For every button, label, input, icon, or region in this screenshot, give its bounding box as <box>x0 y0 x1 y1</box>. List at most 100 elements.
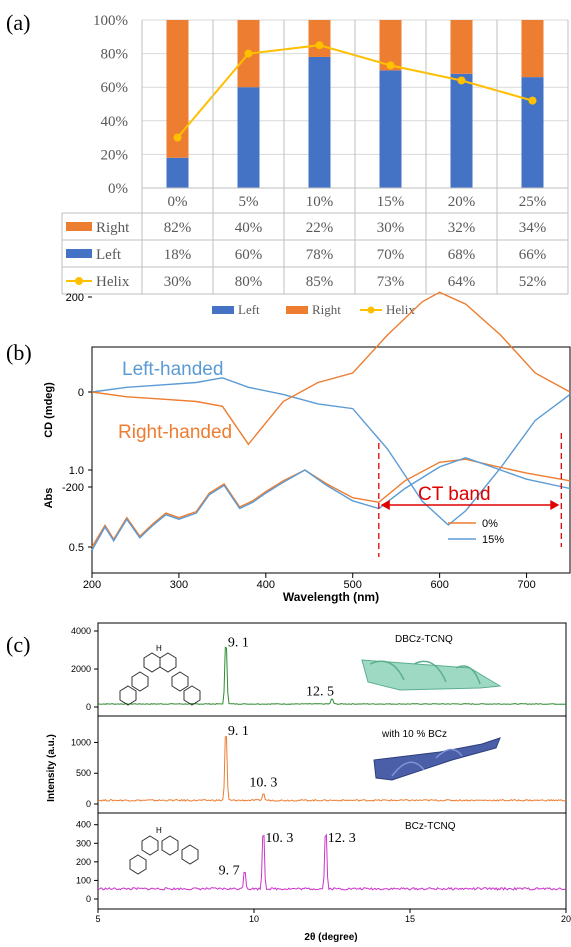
table-cell: 73% <box>377 274 405 290</box>
row-label: Right <box>96 220 130 236</box>
row-label: Helix <box>96 274 130 290</box>
table-cell: 40% <box>235 220 263 236</box>
table-cell: 66% <box>519 247 547 263</box>
panel-c-y-tick-label: 300 <box>76 838 91 848</box>
table-cell: 34% <box>519 220 547 236</box>
category-label: 20% <box>448 194 476 210</box>
row-label: Left <box>96 247 122 263</box>
right-bar <box>379 20 402 71</box>
panel-c-y-tick-label: 2000 <box>71 664 91 674</box>
left-bar <box>308 56 331 189</box>
panel-b-cd-ylabel: CD (mdeg) <box>43 382 55 438</box>
helix-point <box>457 76 466 85</box>
panel-c-y-tick-label: 0 <box>86 799 91 809</box>
helix-point <box>244 49 253 58</box>
panel-c-mid-sample-label: with 10 % BCz <box>381 729 447 740</box>
table-cell: 68% <box>448 247 476 263</box>
panel-b-legend-label: 15% <box>482 534 504 546</box>
legend-label: Left <box>238 302 260 317</box>
panel-c-peak-labels: 9. 1 12. 5 9. 1 10. 3 9. 7 10. 3 12. 3 <box>219 636 356 879</box>
panel-c-y-tick-label: 500 <box>76 768 91 778</box>
left-bar <box>379 70 402 188</box>
panel-b-frame <box>91 346 571 574</box>
panel-b-x-tick-label: 700 <box>517 579 535 591</box>
panel-c-y-tick-label: 0 <box>86 702 91 712</box>
panel-b-abs-tick-label: 1.0 <box>69 465 84 477</box>
category-label: 25% <box>519 194 547 210</box>
legend-helix-marker <box>367 306 375 314</box>
panel-b-abs-tick-label: 0.5 <box>69 542 84 554</box>
panel-c-y-tick-label: 200 <box>76 857 91 867</box>
panel-b-legend-label: 0% <box>482 518 498 530</box>
table-cell: 64% <box>448 274 476 290</box>
cd-curve-right-handed <box>91 291 571 446</box>
left-key-swatch <box>66 249 92 258</box>
peak-label: 12. 5 <box>306 684 334 699</box>
panel-c-curves <box>97 646 567 891</box>
panel-b-cd-tick-label: 0 <box>78 387 84 399</box>
peak-label: 10. 3 <box>249 776 277 791</box>
panel-c-label: (c) <box>6 632 30 657</box>
panel-a-y-tick-label: 20% <box>101 147 129 163</box>
category-label: 10% <box>306 194 334 210</box>
left-bar <box>166 157 189 188</box>
panel-c-y-tick-label: 4000 <box>71 626 91 636</box>
panel-c-x-tick-label: 5 <box>95 914 100 924</box>
panel-b-legend: 0%15% <box>448 518 504 546</box>
panel-c-x-tick-label: 15 <box>405 914 415 924</box>
panel-b-cd-tick-label: -200 <box>62 482 84 494</box>
peak-label: 9. 1 <box>228 636 249 651</box>
panel-a-y-tick-label: 100% <box>93 13 128 29</box>
panel-a-label: (a) <box>6 10 30 35</box>
category-label: 0% <box>168 194 188 210</box>
table-cell: 30% <box>377 220 405 236</box>
peak-label: 9. 7 <box>219 864 240 879</box>
panel-b-label: (b) <box>6 340 32 365</box>
panel-b-cd-tick-label: 200 <box>66 292 84 304</box>
ct-band-annotation: CT band <box>418 484 491 505</box>
xrd-curve-1 <box>97 736 567 802</box>
table-cell: 52% <box>519 274 547 290</box>
panel-a-y-ticks: 0% 20% 40% 60% 80% 100% <box>93 13 128 197</box>
legend-label: Right <box>312 302 341 317</box>
panel-a-legend: Left Right Helix <box>212 302 415 317</box>
abs-curve-15pct <box>91 456 571 551</box>
peak-label: 9. 1 <box>228 724 249 739</box>
table-cell: 78% <box>306 247 334 263</box>
right-handed-annotation: Right-handed <box>118 422 232 443</box>
helix-key-marker <box>75 277 83 285</box>
panel-b-curves <box>91 291 571 551</box>
table-cell: 70% <box>377 247 405 263</box>
green-helix-image <box>361 659 502 691</box>
peak-label: 10. 3 <box>265 831 293 846</box>
legend-left-swatch <box>212 306 234 314</box>
table-cell: 32% <box>448 220 476 236</box>
left-bar <box>237 87 260 188</box>
panel-b-abs-ylabel: Abs <box>43 488 55 509</box>
table-cell: 60% <box>235 247 263 263</box>
helix-point <box>528 96 537 105</box>
xrd-curve-2 <box>97 833 567 891</box>
ct-band-arrow-right-head <box>550 500 560 510</box>
table-cell: 82% <box>164 220 192 236</box>
helix-point <box>315 41 324 50</box>
abs-curve-0pct <box>91 458 571 548</box>
table-cell: 80% <box>235 274 263 290</box>
panel-c-y-tick-label: 0 <box>86 894 91 904</box>
benzocarbazole-structure-icon: H <box>129 826 199 875</box>
right-key-swatch <box>66 222 92 231</box>
panel-c-y-tick-label: 400 <box>76 820 91 830</box>
helix-point <box>173 133 182 142</box>
right-bar <box>308 20 331 57</box>
right-bar <box>521 20 544 78</box>
xrd-curve-0 <box>97 646 567 705</box>
right-bar <box>166 20 189 158</box>
panel-a-y-tick-label: 40% <box>101 114 129 130</box>
right-bar <box>450 20 473 74</box>
legend-label: Helix <box>386 302 415 317</box>
panel-c-frame <box>97 622 567 910</box>
panel-c-y-tick-label: 100 <box>76 875 91 885</box>
panel-a-y-tick-label: 60% <box>101 80 129 96</box>
